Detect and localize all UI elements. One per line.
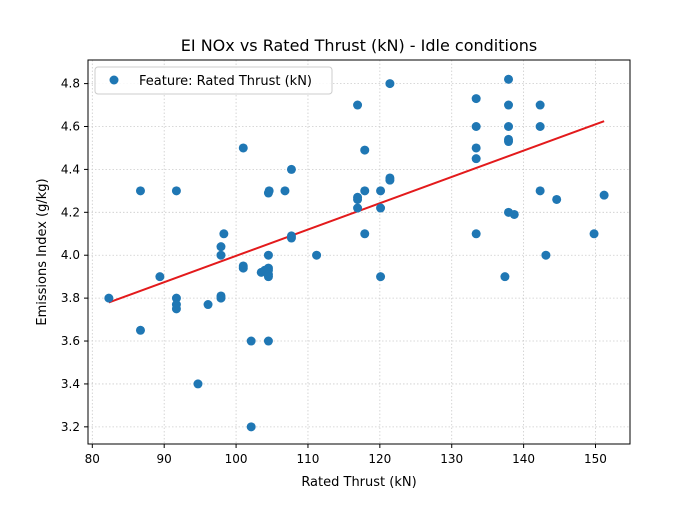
data-point (471, 122, 481, 132)
data-point (246, 422, 256, 432)
y-tick-label: 4.0 (61, 248, 80, 262)
data-point (471, 143, 481, 153)
legend-entry-label: Feature: Rated Thrust (kN) (139, 74, 312, 89)
data-point (360, 229, 370, 239)
data-point (171, 186, 181, 196)
legend-marker (109, 75, 119, 85)
data-point (353, 100, 363, 110)
legend-box (94, 66, 333, 95)
data-point (509, 209, 519, 219)
data-point (263, 336, 273, 346)
data-point (376, 186, 386, 196)
y-tick-label: 4.2 (61, 205, 80, 219)
data-point (171, 304, 181, 314)
x-tick-label: 150 (584, 452, 607, 466)
y-tick-label: 3.8 (61, 291, 80, 305)
x-tick-label: 110 (297, 452, 320, 466)
x-tick-label: 100 (225, 452, 248, 466)
points-layer (104, 74, 609, 432)
data-point (280, 186, 290, 196)
data-point (376, 203, 386, 213)
data-point (541, 250, 551, 260)
data-point (286, 164, 296, 174)
y-tick-label: 4.8 (61, 77, 80, 91)
data-point (471, 229, 481, 239)
data-point (216, 293, 226, 303)
data-point (385, 79, 395, 89)
data-point (135, 325, 145, 335)
data-point (193, 379, 203, 389)
y-tick-label: 3.2 (61, 420, 80, 434)
data-point (155, 272, 165, 282)
chart-title: EI NOx vs Rated Thrust (kN) - Idle condi… (181, 36, 537, 55)
x-tick-label: 130 (440, 452, 463, 466)
y-tick-label: 4.6 (61, 120, 80, 134)
data-point (353, 194, 363, 204)
data-point (263, 250, 273, 260)
data-point (589, 229, 599, 239)
data-point (104, 293, 114, 303)
data-point (535, 100, 545, 110)
data-point (535, 186, 545, 196)
y-tick-label: 4.4 (61, 162, 80, 176)
plot-area-frame (87, 59, 631, 445)
data-point (504, 74, 514, 84)
data-point (385, 175, 395, 185)
x-tick-label: 140 (512, 452, 535, 466)
x-tick-label: 80 (85, 452, 100, 466)
data-point (216, 250, 226, 260)
data-point (500, 272, 510, 282)
data-point (535, 122, 545, 132)
data-point (360, 145, 370, 155)
y-axis-label: Emissions Index (g/kg) (35, 178, 50, 325)
data-point (263, 272, 273, 282)
data-point (471, 94, 481, 104)
data-point (312, 250, 322, 260)
data-point (504, 137, 514, 147)
data-point (238, 143, 248, 153)
data-point (219, 229, 229, 239)
data-point (599, 190, 609, 200)
data-point (552, 194, 562, 204)
data-point (135, 186, 145, 196)
x-tick-label: 90 (157, 452, 172, 466)
data-point (504, 100, 514, 110)
data-point (504, 122, 514, 132)
data-point (246, 336, 256, 346)
data-point (171, 293, 181, 303)
data-point (216, 242, 226, 252)
data-point (286, 233, 296, 243)
x-axis-label: Rated Thrust (kN) (301, 475, 416, 490)
data-point (203, 300, 213, 310)
data-point (264, 186, 274, 196)
data-point (238, 263, 248, 273)
y-tick-label: 3.4 (61, 377, 80, 391)
legend: Feature: Rated Thrust (kN) (94, 66, 333, 95)
data-point (353, 203, 363, 213)
x-tick-label: 120 (368, 452, 391, 466)
data-point (360, 186, 370, 196)
x-axis-ticks: 80 90 100 110 120 130 140 150 (85, 444, 607, 466)
data-point (376, 272, 386, 282)
data-point (471, 154, 481, 164)
y-axis-ticks: 3.2 3.4 3.6 3.8 4.0 4.2 4.4 4.6 4.8 (61, 77, 88, 434)
y-tick-label: 3.6 (61, 334, 80, 348)
